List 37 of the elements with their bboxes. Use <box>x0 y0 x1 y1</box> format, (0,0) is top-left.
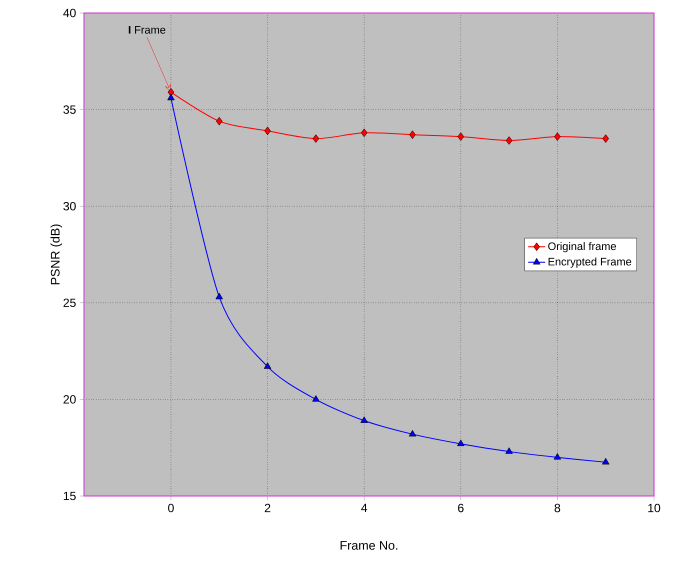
point <box>409 130 416 139</box>
point <box>457 440 464 446</box>
point <box>458 132 464 141</box>
point <box>408 430 416 436</box>
x-tick-label: 10 <box>648 504 660 512</box>
point <box>167 94 175 100</box>
point <box>168 88 174 96</box>
x-tick-label: 6 <box>458 504 464 512</box>
point <box>360 416 368 423</box>
point <box>360 128 368 138</box>
y-tick-label: 30 <box>63 202 76 210</box>
point <box>554 132 561 141</box>
point <box>216 116 222 126</box>
y-tick-label: 20 <box>64 395 76 404</box>
annotation: I Frame <box>128 26 166 34</box>
legend-label: Original frame <box>548 242 616 252</box>
point <box>312 395 320 402</box>
x-tick-label: 0 <box>168 504 174 512</box>
point <box>264 362 272 369</box>
point <box>216 292 223 300</box>
point <box>505 447 513 454</box>
y-tick-label: 25 <box>64 298 76 308</box>
point <box>602 458 610 464</box>
point <box>312 134 320 143</box>
x-tick-label: 2 <box>264 504 270 512</box>
point <box>554 453 562 460</box>
y-tick-label: 15 <box>64 492 76 500</box>
x-tick-label: 8 <box>554 504 560 512</box>
point <box>264 126 271 136</box>
y-axis-title: PSNR (dB) <box>50 224 62 284</box>
y-tick-label: 40 <box>63 8 76 18</box>
point <box>602 134 609 143</box>
point <box>506 136 512 145</box>
legend-label: Encrypted Frame <box>548 257 632 268</box>
x-tick-label: 4 <box>361 504 368 512</box>
y-tick-label: 35 <box>63 105 76 114</box>
x-axis-title: Frame No. <box>340 541 398 550</box>
